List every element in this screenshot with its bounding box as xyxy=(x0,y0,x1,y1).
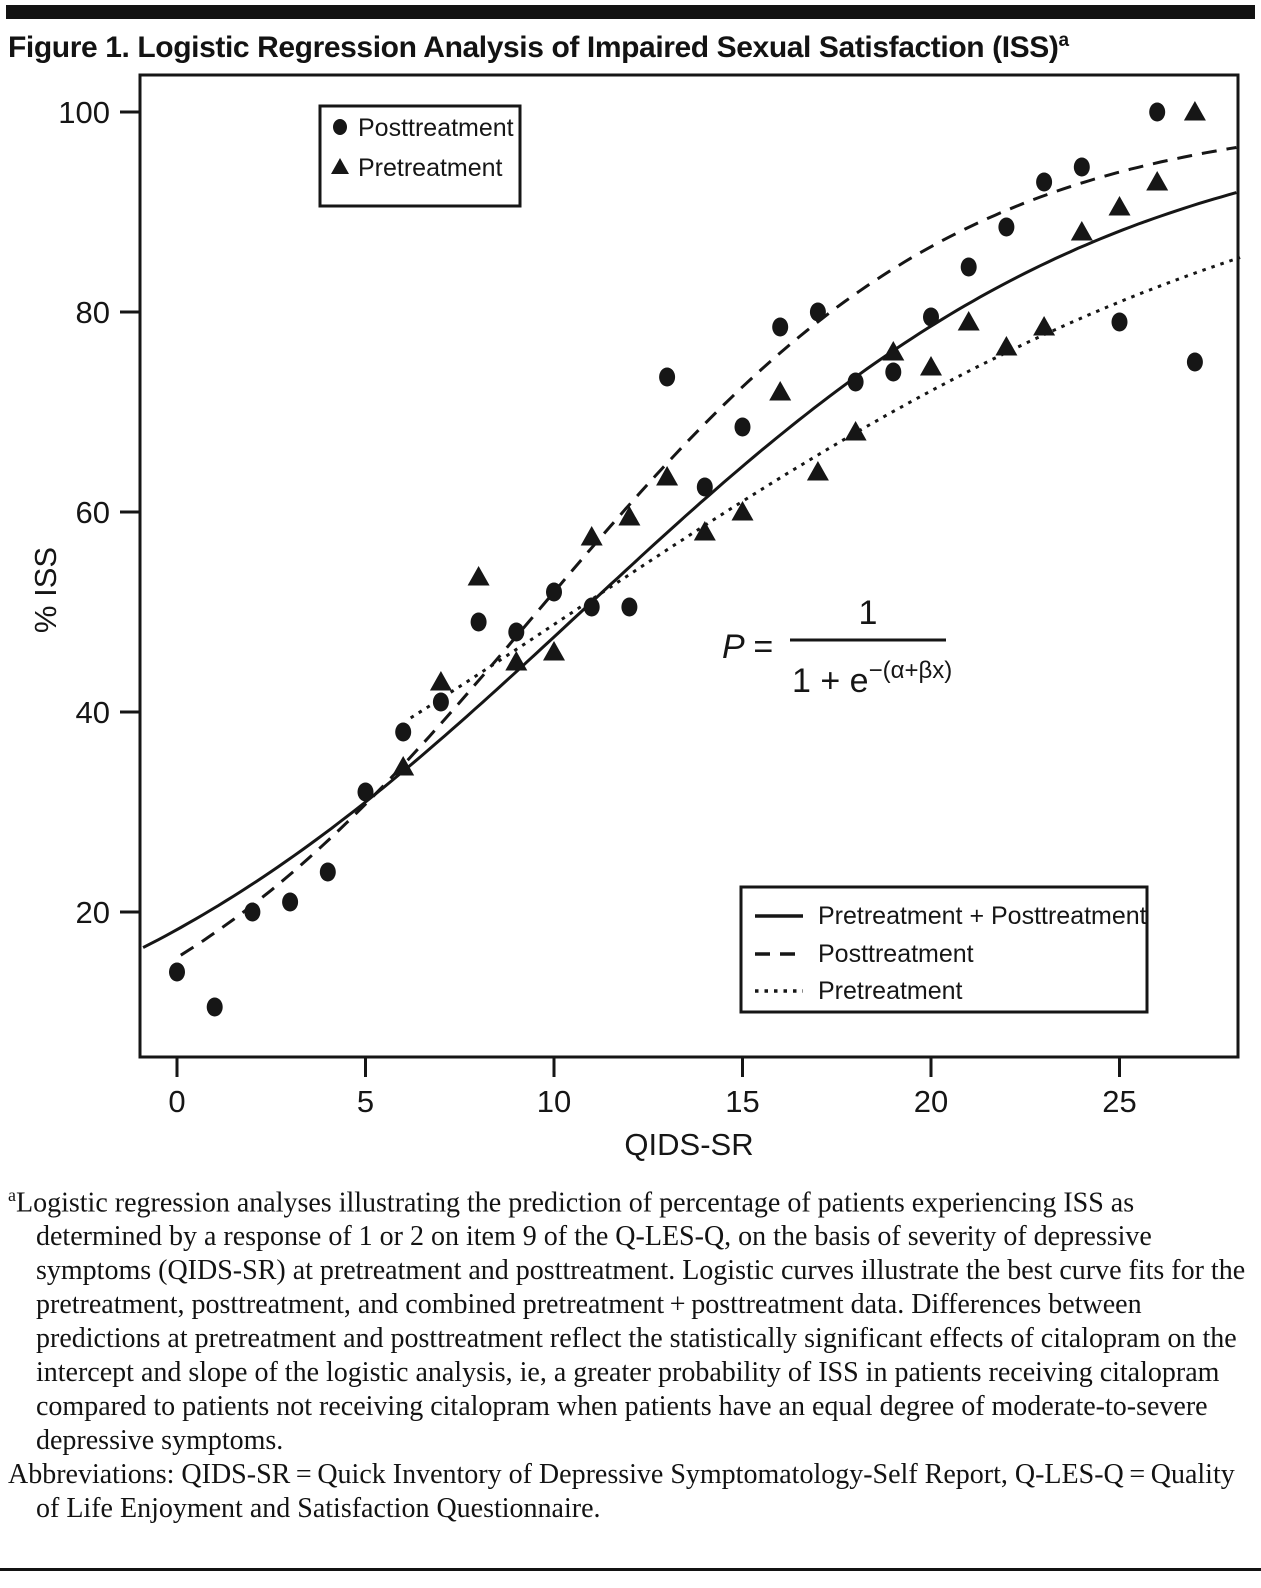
scatter-point-pretreatment xyxy=(467,566,490,586)
scatter-point-pretreatment xyxy=(806,461,829,481)
marker-legend-label: Posttreatment xyxy=(358,114,514,142)
scatter-point-pretreatment xyxy=(693,521,716,541)
scatter-point-posttreatment xyxy=(282,892,299,912)
scatter-point-posttreatment xyxy=(206,997,223,1017)
x-tick-label: 10 xyxy=(537,1084,571,1119)
logistic-regression-chart: 100 80 60 40 20 0 5 10 15 20 25 QIDS-SR % ISS Posttre… xyxy=(28,73,1241,1162)
bottom-rule-bar xyxy=(0,1568,1261,1571)
figure-footnote: aLogistic regression analyses illustrati… xyxy=(8,1178,1256,1526)
scatter-point-posttreatment xyxy=(923,307,939,327)
scatter-point-pretreatment xyxy=(1146,171,1169,191)
x-axis-label: QIDS-SR xyxy=(624,1127,753,1162)
scatter-point-pretreatment xyxy=(618,506,641,526)
scatter-point-posttreatment xyxy=(1111,312,1128,332)
scatter-point-posttreatment xyxy=(772,317,789,337)
scatter-point-posttreatment xyxy=(659,367,676,387)
line-legend-label: Posttreatment xyxy=(818,940,974,968)
scatter-point-posttreatment xyxy=(1186,352,1203,372)
figure-title-superscript: a xyxy=(1058,30,1069,51)
line-legend-label: Pretreatment + Posttreatment xyxy=(818,902,1147,930)
footnote-paragraph-1: aLogistic regression analyses illustrati… xyxy=(8,1178,1256,1458)
scatter-point-posttreatment xyxy=(809,302,826,322)
scatter-point-pretreatment xyxy=(920,356,942,376)
scatter-point-pretreatment xyxy=(957,311,980,331)
scatter-point-posttreatment xyxy=(357,782,374,802)
scatter-point-posttreatment xyxy=(1036,172,1053,192)
scatter-point-posttreatment xyxy=(508,622,525,642)
scatter-point-posttreatment xyxy=(546,582,562,602)
y-tick-label: 80 xyxy=(76,295,110,330)
x-tick-label: 20 xyxy=(914,1084,948,1119)
scatter-point-posttreatment xyxy=(583,597,600,617)
formula-numerator: 1 xyxy=(859,594,878,632)
scatter-point-posttreatment xyxy=(885,362,902,382)
scatter-point-posttreatment xyxy=(696,477,713,497)
figure-title-text: Figure 1. Logistic Regression Analysis o… xyxy=(8,31,1059,64)
x-tick-label: 25 xyxy=(1102,1084,1136,1119)
scatter-point-posttreatment xyxy=(169,962,185,982)
scatter-point-pretreatment xyxy=(505,651,528,671)
scatter-point-pretreatment xyxy=(1108,196,1131,216)
scatter-point-pretreatment xyxy=(1070,221,1093,241)
curve-dashed xyxy=(179,146,1237,957)
line-legend-box xyxy=(739,885,1149,1014)
scatter-point-pretreatment xyxy=(882,341,905,361)
scatter-point-posttreatment xyxy=(734,417,751,437)
scatter-point-pretreatment xyxy=(580,526,603,546)
legend-circle-icon xyxy=(333,119,347,135)
x-tick-label: 15 xyxy=(725,1084,759,1119)
scatter-point-posttreatment xyxy=(621,597,638,617)
marker-legend-label: Pretreatment xyxy=(358,154,503,182)
scatter-point-posttreatment xyxy=(432,692,449,712)
scatter-point-pretreatment xyxy=(844,421,867,441)
y-tick-label: 20 xyxy=(76,895,110,930)
scatter-point-posttreatment xyxy=(1149,102,1166,122)
scatter-point-posttreatment xyxy=(847,372,864,392)
formula-denominator: 1 + e−(α+βx) xyxy=(792,657,952,700)
line-legend-label: Pretreatment xyxy=(818,977,963,1005)
scatter-point-pretreatment xyxy=(392,756,415,776)
legend-triangle-icon xyxy=(331,158,349,174)
x-tick-label: 5 xyxy=(357,1084,374,1119)
scatter-point-posttreatment xyxy=(395,722,412,742)
y-tick-label: 100 xyxy=(58,95,110,130)
scatter-point-pretreatment xyxy=(429,671,452,691)
scatter-point-posttreatment xyxy=(1073,157,1090,177)
scatter-point-posttreatment xyxy=(960,257,977,277)
figure-title: Figure 1. Logistic Regression Analysis o… xyxy=(8,30,1256,65)
scatter-point-posttreatment xyxy=(470,612,487,632)
top-rule-bar xyxy=(6,5,1255,19)
footnote-superscript-a: a xyxy=(8,1185,16,1205)
y-tick-label: 60 xyxy=(76,495,110,530)
scatter-point-posttreatment xyxy=(998,217,1015,237)
scatter-point-pretreatment xyxy=(731,501,754,521)
formula-lhs: P = xyxy=(722,628,773,666)
y-tick-label: 40 xyxy=(76,695,110,730)
scatter-point-posttreatment xyxy=(319,862,336,882)
y-axis-label: % ISS xyxy=(28,547,63,633)
scatter-point-pretreatment xyxy=(656,466,679,486)
scatter-point-pretreatment xyxy=(543,641,565,661)
curve-solid xyxy=(142,191,1237,949)
footnote-text-1: Logistic regression analyses illustratin… xyxy=(16,1187,1246,1457)
scatter-point-pretreatment xyxy=(995,336,1018,356)
footnote-paragraph-abbreviations: Abbreviations: QIDS-SR = Quick Inventory… xyxy=(8,1459,1235,1525)
marker-legend-box xyxy=(318,104,522,208)
x-tick-label: 0 xyxy=(168,1084,185,1119)
scatter-point-pretreatment xyxy=(1183,101,1206,121)
scatter-point-pretreatment xyxy=(1033,316,1056,336)
scatter-point-pretreatment xyxy=(769,381,792,401)
scatter-point-posttreatment xyxy=(244,902,261,922)
